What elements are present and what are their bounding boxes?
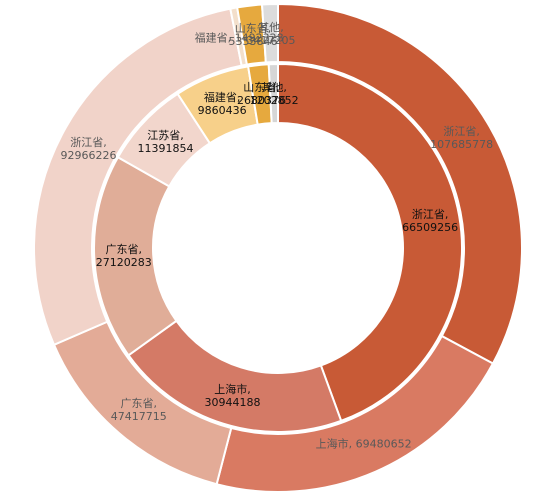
data-label: 其他, 1202852 xyxy=(249,80,299,107)
data-label: 山东省, 2680376 xyxy=(237,81,287,108)
data-label: 山东省, 5353846 xyxy=(228,22,278,49)
data-label: 福建省, 1492328 xyxy=(194,31,284,45)
data-label: 浙江省, 107685778 xyxy=(430,125,494,152)
donut-segment xyxy=(277,2,523,365)
donut-segment xyxy=(260,2,279,64)
data-label: 广东省, 27120283 xyxy=(95,243,152,270)
data-label: 上海市, 69480652 xyxy=(315,437,412,451)
data-label: 上海市, 30944188 xyxy=(204,382,261,409)
data-label: 广东省, 47417715 xyxy=(110,397,167,424)
data-label: 福建省, 9860436 xyxy=(197,90,247,117)
donut-segment xyxy=(267,62,279,125)
data-label: 浙江省, 92966226 xyxy=(60,135,117,162)
data-label: 浙江省, 66509256 xyxy=(402,208,459,235)
data-label: 江苏省, 11391854 xyxy=(137,129,194,156)
donut-segment xyxy=(277,62,463,423)
data-label: 其他, 3417205 xyxy=(246,21,296,48)
